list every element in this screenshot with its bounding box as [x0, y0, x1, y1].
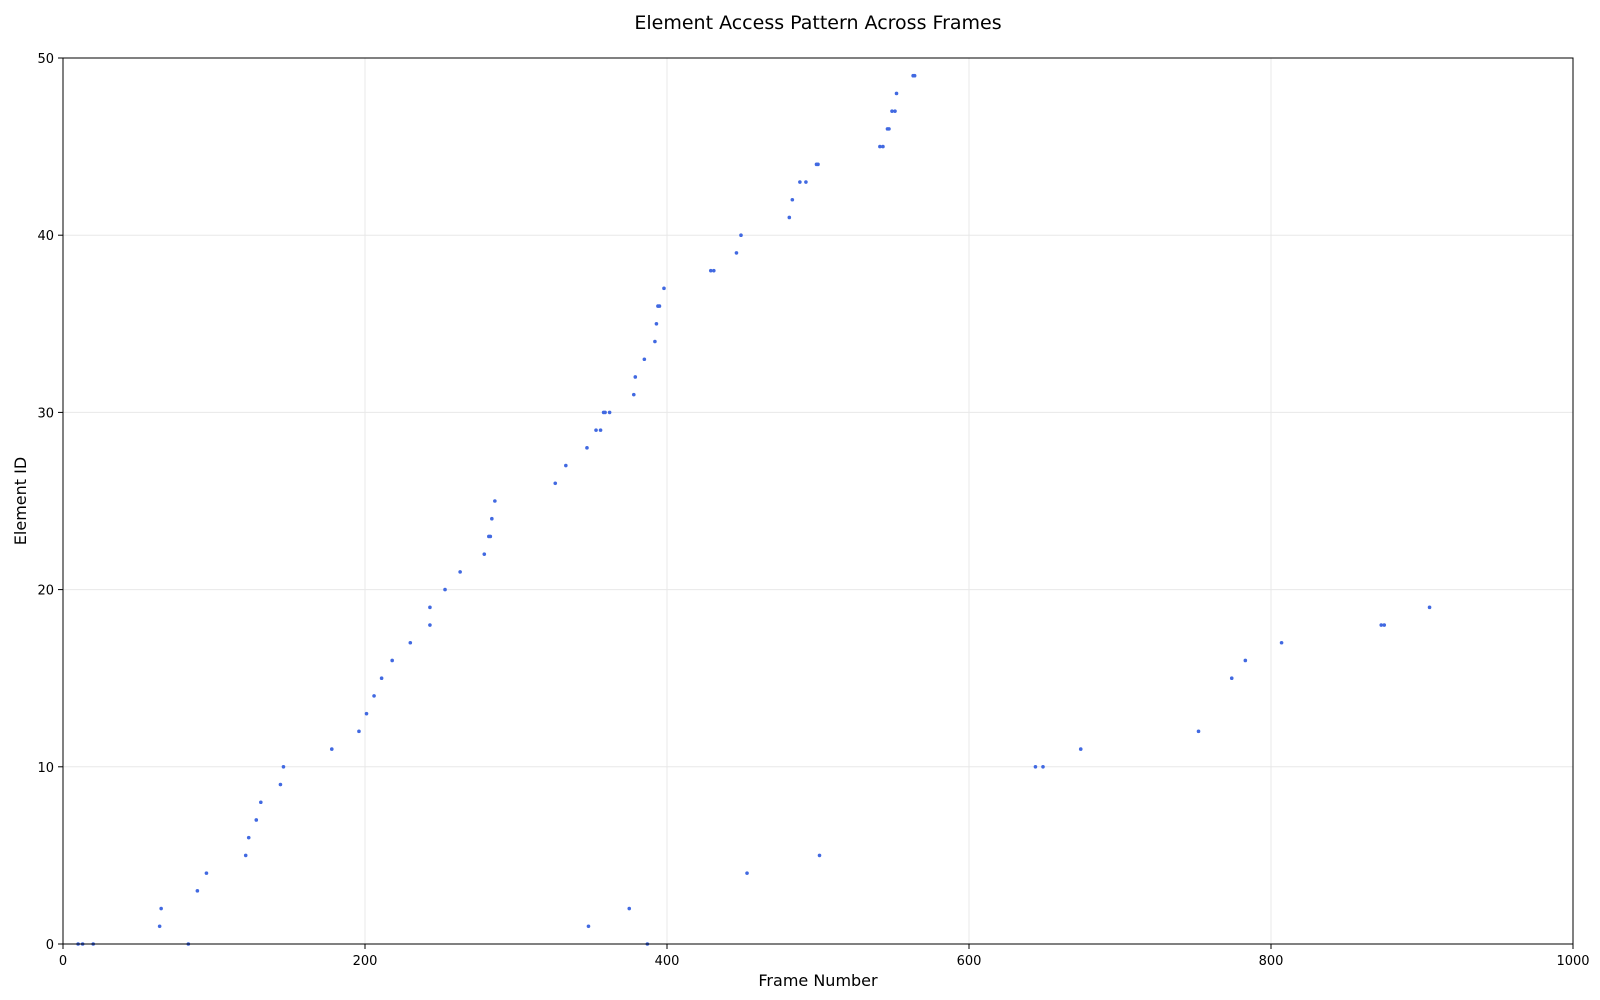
data-point	[804, 180, 808, 184]
chart-title: Element Access Pattern Across Frames	[634, 12, 1001, 34]
data-point	[553, 481, 558, 486]
data-point	[603, 410, 607, 415]
data-point	[745, 871, 749, 875]
data-point	[893, 109, 897, 113]
data-point	[493, 499, 497, 503]
data-point	[787, 215, 792, 220]
data-point	[798, 180, 802, 184]
y-tick-label: 0	[46, 938, 54, 953]
data-point	[662, 286, 666, 291]
data-point	[482, 552, 487, 556]
data-point	[890, 109, 894, 113]
axis-ticks: 0 200 400 600 800 1000 0 10 20 30 40 50	[37, 52, 1589, 969]
data-point	[1078, 747, 1083, 751]
data-point	[281, 765, 286, 769]
data-point	[585, 446, 589, 450]
x-tick-label: 200	[353, 954, 378, 969]
y-axis-label: Element ID	[11, 457, 30, 545]
x-tick-label: 1000	[1556, 954, 1589, 969]
data-point	[912, 73, 917, 78]
data-point	[1279, 640, 1284, 645]
data-point	[887, 127, 891, 131]
data-point	[246, 835, 251, 840]
data-point	[598, 428, 603, 432]
data-point	[428, 605, 432, 610]
y-tick-label: 50	[37, 52, 54, 67]
data-point	[243, 853, 248, 858]
data-point	[204, 871, 209, 875]
data-point	[653, 339, 657, 344]
y-tick-label: 40	[37, 229, 54, 244]
y-tick-label: 10	[37, 761, 54, 776]
data-point	[881, 144, 885, 149]
y-tick-label: 20	[37, 584, 54, 599]
data-point	[390, 658, 394, 663]
data-point	[1379, 623, 1384, 627]
data-point	[1427, 605, 1432, 610]
data-point	[657, 304, 662, 308]
data-point	[633, 375, 638, 379]
data-point	[254, 818, 259, 822]
data-point	[739, 233, 743, 237]
data-point	[734, 251, 739, 255]
data-point	[159, 906, 163, 911]
data-point	[488, 534, 493, 539]
x-tick-label: 800	[1259, 954, 1284, 969]
data-point	[443, 587, 447, 592]
data-point	[586, 924, 591, 929]
data-point	[1382, 623, 1387, 627]
data-point	[1196, 729, 1201, 734]
data-point	[428, 623, 432, 627]
x-tick-label: 0	[59, 954, 67, 969]
data-point	[816, 162, 820, 167]
data-point	[878, 144, 882, 149]
data-point	[564, 463, 568, 468]
data-point	[1033, 765, 1038, 769]
data-point	[458, 570, 462, 574]
data-point	[894, 91, 899, 96]
data-point	[379, 676, 384, 680]
data-point	[364, 711, 369, 716]
data-point	[594, 428, 598, 432]
data-point	[259, 800, 263, 805]
data-point	[708, 268, 713, 273]
data-point	[490, 516, 494, 521]
data-points	[76, 73, 1432, 946]
data-point	[607, 410, 612, 415]
data-point	[712, 268, 716, 273]
grid-lines	[63, 58, 1573, 944]
data-point	[278, 782, 283, 787]
data-point	[631, 392, 636, 397]
data-point	[195, 889, 200, 893]
data-point	[654, 322, 659, 326]
plot-area-frame	[62, 57, 1574, 945]
x-axis-label: Frame Number	[758, 971, 878, 990]
data-point	[329, 747, 334, 751]
data-point	[1229, 676, 1234, 680]
data-point	[408, 640, 413, 645]
data-point	[790, 197, 795, 202]
data-point	[1243, 658, 1248, 663]
data-point	[372, 694, 376, 698]
data-point	[157, 924, 162, 929]
data-point	[627, 906, 632, 911]
y-tick-label: 30	[37, 406, 54, 421]
x-tick-label: 400	[655, 954, 680, 969]
x-tick-label: 600	[957, 954, 982, 969]
data-point	[357, 729, 361, 734]
data-point	[817, 853, 822, 858]
data-point	[1041, 765, 1045, 769]
data-point	[642, 357, 647, 362]
